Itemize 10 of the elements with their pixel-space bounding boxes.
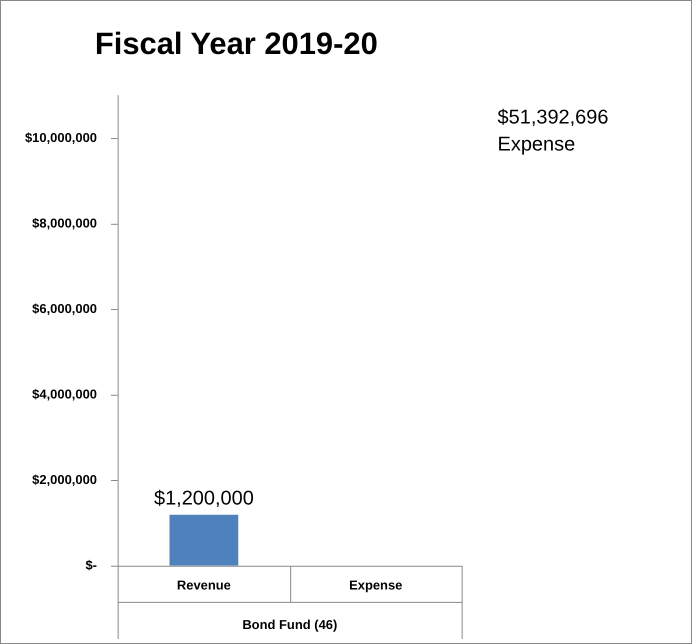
y-tick-label: $2,000,000 [32,472,98,488]
y-tick-label: $- [85,558,98,573]
y-tick-label: $6,000,000 [32,301,98,316]
x-axis-title: Bond Fund (46) [242,616,338,632]
data-label: $1,200,000 [154,487,254,510]
text: $51,392,696 Expense [498,106,608,156]
y-tick-label: $10,000,000 [24,130,98,146]
y-tick-label: $4,000,000 [32,386,98,402]
chart-title: Fiscal Year 2019-20 [94,26,378,61]
y-tick-label: $8,000,000 [32,216,98,231]
